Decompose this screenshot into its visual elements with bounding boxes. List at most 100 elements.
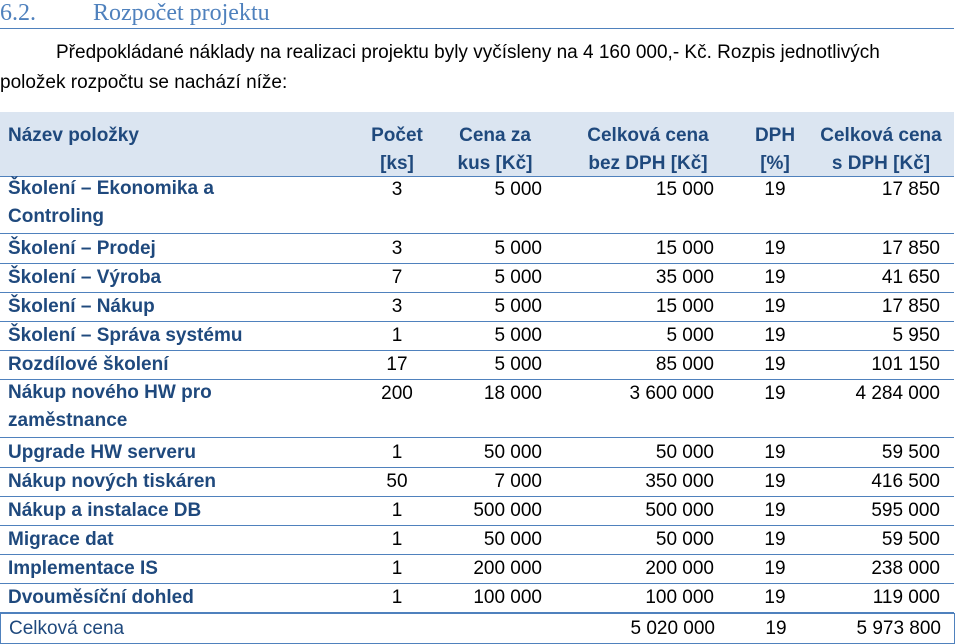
- cell-name: Školení – Prodej: [8, 238, 156, 259]
- cell-gross: 17 850: [881, 296, 940, 317]
- table-row: Upgrade HW serveru 1 50 000 50 000 19 59 500: [0, 438, 954, 468]
- intro-line-2: položek rozpočtu se nachází níže:: [0, 72, 288, 93]
- cell-unit: 5 000: [494, 354, 542, 375]
- cell-gross: 17 850: [881, 238, 940, 259]
- header-count-line2: [ks]: [380, 153, 414, 174]
- cell-unit: 200 000: [473, 558, 542, 579]
- cell-net: 100 000: [645, 587, 714, 608]
- cell-net: 15 000: [655, 238, 714, 259]
- cell-name: Migrace dat: [8, 529, 114, 550]
- cell-vat: 19: [764, 238, 786, 259]
- cell-count: 1: [391, 442, 403, 463]
- header-count: Počet [ks]: [358, 122, 436, 178]
- cell-vat: 19: [764, 529, 786, 550]
- cell-unit: 5 000: [494, 238, 542, 259]
- cell-vat: 19: [764, 354, 786, 375]
- section-title: Rozpočet projektu: [93, 0, 270, 26]
- cell-net: 50 000: [655, 442, 714, 463]
- table-row: Školení – Ekonomika a Controling 3 5 000 15…: [0, 175, 954, 234]
- header-vat: DPH [%]: [736, 122, 814, 178]
- section-number: 6.2.: [0, 0, 36, 26]
- cell-gross: 101 150: [871, 354, 940, 375]
- cell-gross: 41 650: [881, 267, 940, 288]
- header-net-total: Celková cena bez DPH [Kč]: [566, 122, 730, 178]
- header-net-line2: bez DPH [Kč]: [588, 153, 708, 174]
- cell-unit: 500 000: [473, 500, 542, 521]
- cell-gross: 4 284 000: [855, 383, 940, 404]
- cell-count: 3: [391, 238, 403, 259]
- cell-vat: 19: [764, 179, 786, 200]
- header-gross-line2: s DPH [Kč]: [831, 153, 931, 174]
- header-vat-line2: [%]: [760, 153, 790, 174]
- cell-gross: 119 000: [872, 587, 940, 608]
- intro-paragraph: Předpokládané náklady na realizaci proje…: [0, 38, 950, 98]
- header-gross-line1: Celková cena: [820, 125, 942, 146]
- table-row: Školení – Výroba 7 5 000 35 000 19 41 650: [0, 263, 954, 293]
- cell-unit: 18 000: [483, 383, 542, 404]
- header-net-line1: Celková cena: [587, 125, 709, 146]
- cell-count: 17: [386, 354, 408, 375]
- cell-name: Nákup a instalace DB: [8, 500, 202, 521]
- intro-line-1: Předpokládané náklady na realizaci proje…: [56, 42, 880, 63]
- table-row: Implementace IS 1 200 000 200 000 19 238 000: [0, 554, 954, 584]
- table-row: Nákup nového HW pro zaměstnance 200 18 000…: [0, 379, 954, 438]
- cell-net: 15 000: [655, 179, 714, 200]
- cell-vat: 19: [764, 325, 786, 346]
- section-heading: 6.2. Rozpočet projektu: [0, 0, 954, 29]
- table-row: Školení – Prodej 3 5 000 15 000 19 17 850: [0, 234, 954, 264]
- cell-unit: 50 000: [483, 529, 542, 550]
- cell-count: 1: [391, 325, 403, 346]
- cell-unit: 100 000: [473, 587, 542, 608]
- cell-name: Školení – Výroba: [8, 267, 162, 288]
- total-name: Celková cena: [9, 618, 125, 639]
- table-row: Školení – Správa systému 1 5 000 5 000 19 5 9…: [0, 321, 954, 351]
- table-row: Nákup nových tiskáren 50 7 000 350 000 19 416…: [0, 467, 954, 497]
- cell-unit: 50 000: [483, 442, 542, 463]
- header-name: Název položky: [8, 122, 139, 150]
- cell-name: Implementace IS: [8, 558, 158, 579]
- cell-vat: 19: [764, 500, 786, 521]
- cell-gross: 59 500: [881, 529, 940, 550]
- cell-vat: 19: [764, 267, 786, 288]
- total-vat: 19: [765, 618, 787, 639]
- cell-unit: 5 000: [494, 325, 542, 346]
- cell-vat: 19: [764, 558, 786, 579]
- cell-count: 1: [391, 500, 403, 521]
- cell-name: Školení – Správa systému: [8, 325, 243, 346]
- total-net: 5 020 000: [630, 618, 715, 639]
- cell-name: Nákup nových tiskáren: [8, 471, 217, 492]
- cell-unit: 7 000: [494, 471, 542, 492]
- cell-gross: 59 500: [881, 442, 940, 463]
- cell-net: 15 000: [655, 296, 714, 317]
- cell-net: 500 000: [645, 500, 714, 521]
- cell-gross: 238 000: [871, 558, 940, 579]
- cell-net: 350 000: [645, 471, 714, 492]
- header-count-line1: Počet: [371, 125, 423, 146]
- header-vat-line1: DPH: [754, 125, 796, 146]
- table-row: Rozdílové školení 17 5 000 85 000 19 101 150: [0, 350, 954, 380]
- cell-net: 5 000: [666, 325, 714, 346]
- cell-net: 35 000: [655, 267, 714, 288]
- header-unit-line1: Cena za: [459, 125, 531, 146]
- cell-name: Školení – Nákup: [8, 296, 155, 317]
- cell-count: 3: [391, 296, 403, 317]
- cell-gross: 5 950: [892, 325, 940, 346]
- cell-vat: 19: [764, 442, 786, 463]
- cell-count: 1: [391, 529, 403, 550]
- total-gross: 5 973 800: [856, 618, 941, 639]
- cell-name: Rozdílové školení: [8, 354, 169, 375]
- table-header: Název položky Počet [ks] Cena za kus [Kč…: [0, 112, 954, 177]
- table-row: Školení – Nákup 3 5 000 15 000 19 17 850: [0, 292, 954, 322]
- cell-count: 1: [391, 587, 403, 608]
- table-row: Migrace dat 1 50 000 50 000 19 59 500: [0, 525, 954, 555]
- header-gross-total: Celková cena s DPH [Kč]: [806, 122, 956, 178]
- cell-net: 85 000: [655, 354, 714, 375]
- cell-count: 50: [386, 471, 408, 492]
- cell-gross: 17 850: [881, 179, 940, 200]
- cell-count: 3: [391, 179, 403, 200]
- header-unit-price: Cena za kus [Kč]: [440, 122, 550, 178]
- budget-table: Název položky Počet [ks] Cena za kus [Kč…: [0, 112, 955, 644]
- table-row: Nákup a instalace DB 1 500 000 500 000 19 595…: [0, 496, 954, 526]
- cell-net: 50 000: [655, 529, 714, 550]
- cell-unit: 5 000: [494, 267, 542, 288]
